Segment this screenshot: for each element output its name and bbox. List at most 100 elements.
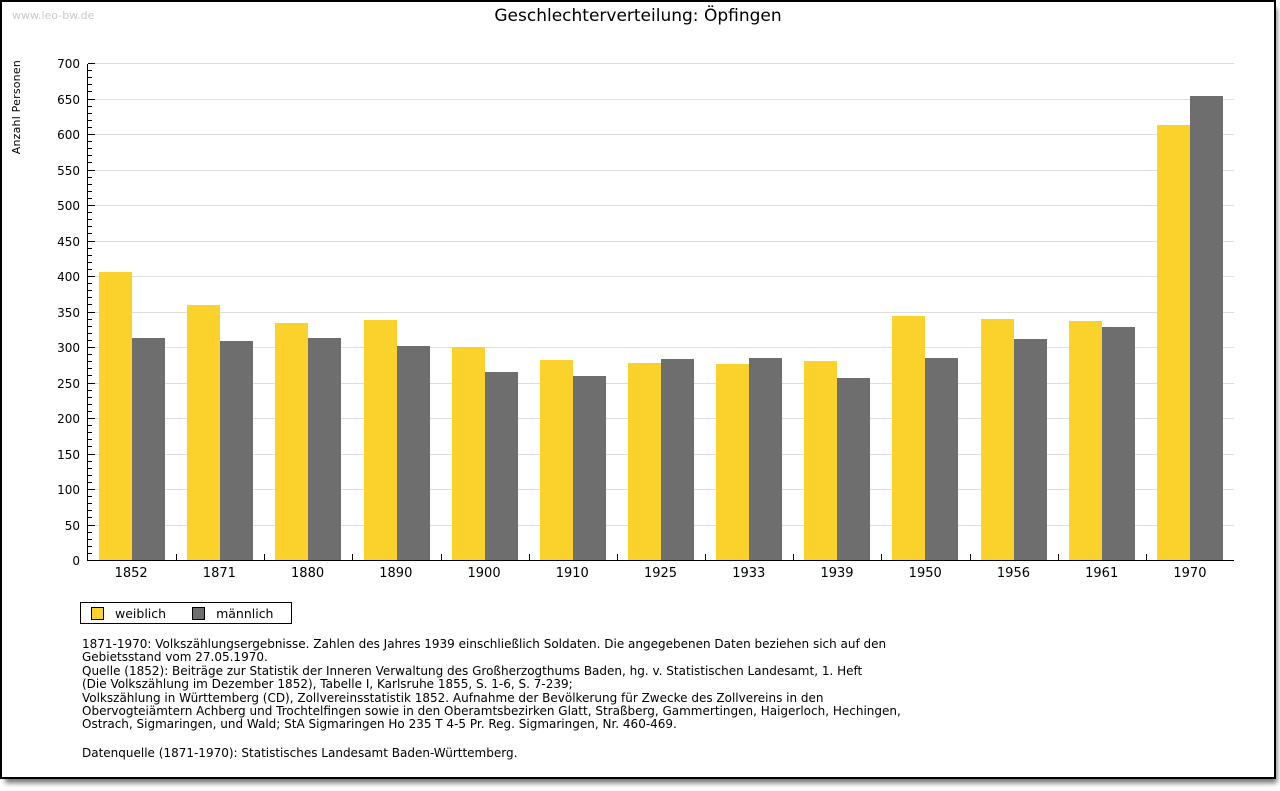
gridline-600 [88, 134, 1234, 135]
y-major-tick-350 [88, 311, 95, 313]
bar-männlich-1939 [837, 377, 871, 560]
y-minor-tick-610 [88, 126, 92, 128]
y-minor-tick-670 [88, 84, 92, 86]
x-boundary-tick-9 [881, 554, 883, 560]
gridline-700 [88, 63, 1234, 64]
gridline-450 [88, 240, 1234, 242]
footnote-line-7: Ostrach, Sigmaringen, und Wald; StA Sigm… [82, 717, 677, 732]
x-boundary-tick-1 [176, 554, 178, 560]
bar-männlich-1933 [749, 358, 783, 560]
y-minor-tick-510 [88, 197, 92, 199]
bar-weiblich-1900 [451, 347, 485, 560]
y-minor-tick-380 [88, 290, 92, 292]
y-tick-label-250: 250 [57, 376, 80, 391]
y-minor-tick-390 [88, 283, 92, 285]
y-minor-tick-480 [88, 219, 92, 221]
x-tick-label-1910: 1910 [555, 566, 589, 581]
bar-männlich-1956 [1013, 339, 1047, 560]
bar-männlich-1910 [572, 376, 606, 560]
x-tick-label-1950: 1950 [908, 566, 942, 581]
gridline-500 [88, 205, 1234, 206]
gridline-300 [88, 347, 1234, 348]
x-boundary-tick-8 [793, 554, 795, 560]
y-minor-tick-460 [88, 233, 92, 235]
bar-männlich-1900 [484, 371, 518, 560]
y-minor-tick-370 [88, 297, 92, 299]
x-tick-label-1871: 1871 [202, 566, 236, 581]
y-minor-tick-10 [88, 552, 92, 554]
x-tick-label-1900: 1900 [467, 566, 501, 581]
y-minor-tick-310 [88, 339, 92, 341]
bar-männlich-1871 [220, 340, 254, 560]
bar-group-1852 [88, 271, 176, 560]
bar-group-1880 [264, 322, 352, 560]
bar-männlich-1852 [132, 338, 166, 560]
bar-group-1890 [352, 320, 440, 560]
legend: weiblich männlich [80, 602, 293, 624]
y-minor-tick-340 [88, 318, 92, 320]
bar-weiblich-1890 [363, 320, 397, 560]
y-minor-tick-30 [88, 538, 92, 540]
bar-group-1956 [970, 319, 1058, 560]
y-axis-title: Anzahl Personen [10, 60, 23, 155]
y-minor-tick-220 [88, 403, 92, 405]
x-boundary-tick-3 [352, 554, 354, 560]
y-major-tick-650 [88, 98, 95, 100]
x-tick-label-1933: 1933 [732, 566, 766, 581]
datasource-line: Datenquelle (1871-1970): Statistisches L… [82, 745, 518, 760]
y-tick-label-0: 0 [72, 554, 80, 568]
bar-group-1961 [1058, 321, 1146, 560]
y-minor-tick-590 [88, 141, 92, 143]
y-major-tick-600 [88, 134, 95, 135]
legend-item-weiblich: weiblich [91, 606, 166, 621]
y-minor-tick-680 [88, 77, 92, 79]
y-minor-tick-520 [88, 190, 92, 192]
y-minor-tick-20 [88, 545, 92, 547]
bar-group-1871 [176, 305, 264, 560]
y-minor-tick-180 [88, 432, 92, 434]
y-axis-tick-labels: 0 50 100 150 200 250 300 350 400 450 500 550 600 650 7… [38, 57, 80, 568]
x-boundary-tick-4 [440, 554, 442, 560]
y-minor-tick-420 [88, 261, 92, 263]
bar-weiblich-1933 [716, 364, 750, 560]
y-tick-label-600: 600 [57, 128, 80, 142]
legend-label-männlich: männlich [216, 605, 274, 621]
bar-weiblich-1961 [1068, 321, 1102, 560]
bar-group-1925 [617, 359, 705, 560]
y-major-tick-450 [88, 240, 95, 242]
bar-weiblich-1939 [804, 360, 838, 560]
y-minor-tick-270 [88, 368, 92, 370]
legend-swatch-männlich [192, 606, 206, 620]
y-minor-tick-140 [88, 460, 92, 462]
bar-männlich-1925 [661, 359, 695, 560]
y-minor-tick-160 [88, 446, 92, 448]
y-tick-label-450: 450 [57, 234, 80, 249]
bar-männlich-1890 [396, 346, 430, 560]
bar-weiblich-1925 [628, 363, 662, 560]
y-major-tick-100 [88, 489, 95, 490]
y-minor-tick-60 [88, 517, 92, 519]
y-minor-tick-630 [88, 112, 92, 114]
y-minor-tick-120 [88, 474, 92, 476]
y-major-tick-200 [88, 418, 95, 419]
y-minor-tick-280 [88, 361, 92, 363]
x-boundary-tick-5 [528, 554, 530, 560]
gridline-650 [88, 98, 1234, 100]
bar-group-1939 [793, 360, 881, 560]
y-minor-tick-290 [88, 354, 92, 356]
y-minor-tick-330 [88, 325, 92, 327]
y-minor-tick-640 [88, 105, 92, 107]
y-tick-label-650: 650 [57, 92, 80, 107]
plot-area [87, 63, 1234, 561]
y-minor-tick-190 [88, 425, 92, 427]
x-tick-label-1890: 1890 [379, 566, 413, 581]
y-tick-label-350: 350 [57, 305, 80, 320]
legend-label-weiblich: weiblich [115, 605, 167, 621]
y-major-tick-250 [88, 382, 95, 384]
y-tick-label-300: 300 [57, 341, 80, 355]
x-tick-label-1925: 1925 [643, 566, 678, 581]
footnote-line-5: Volkszählung in Württemberg (CD), Zollve… [82, 690, 824, 705]
y-tick-label-150: 150 [57, 447, 80, 462]
y-minor-tick-570 [88, 155, 92, 157]
y-minor-tick-580 [88, 148, 92, 150]
